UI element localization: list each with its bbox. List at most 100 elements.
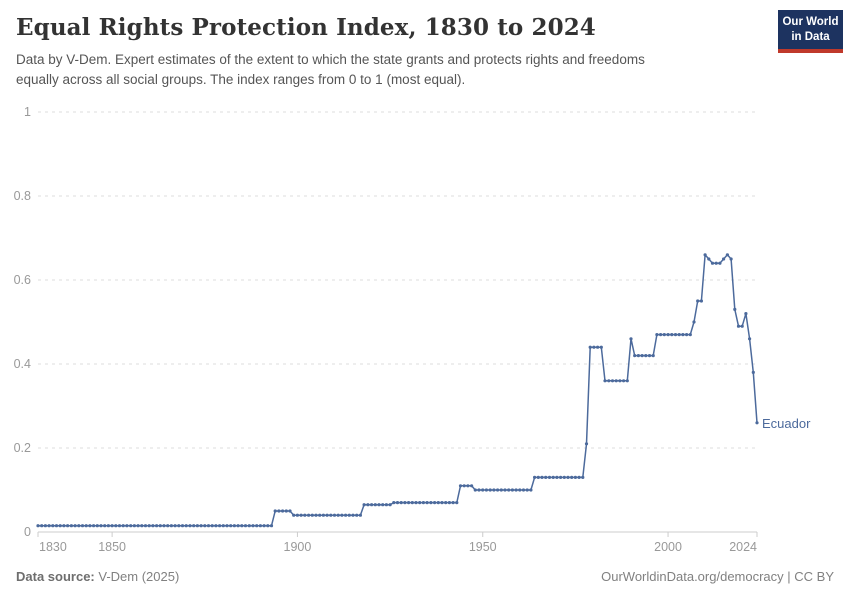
data-point[interactable] [362, 503, 366, 507]
data-point[interactable] [325, 513, 329, 517]
data-point[interactable] [714, 261, 718, 265]
data-point[interactable] [425, 501, 429, 505]
data-point[interactable] [284, 509, 288, 513]
data-point[interactable] [351, 513, 355, 517]
data-point[interactable] [510, 488, 514, 492]
data-point[interactable] [651, 354, 655, 358]
data-point[interactable] [477, 488, 481, 492]
data-point[interactable] [710, 261, 715, 265]
data-point[interactable] [273, 509, 277, 513]
data-point[interactable] [195, 524, 199, 528]
data-point[interactable] [347, 513, 351, 517]
data-point[interactable] [299, 513, 303, 517]
data-point[interactable] [62, 524, 66, 528]
data-point[interactable] [529, 488, 533, 492]
data-point[interactable] [755, 421, 759, 425]
data-point[interactable] [540, 475, 544, 479]
data-point[interactable] [507, 488, 511, 492]
data-point[interactable] [180, 524, 185, 528]
data-point[interactable] [681, 333, 685, 337]
data-point[interactable] [703, 253, 707, 257]
data-point[interactable] [736, 324, 741, 328]
data-point[interactable] [644, 354, 648, 358]
data-point[interactable] [295, 513, 299, 517]
data-point[interactable] [395, 501, 400, 505]
data-point[interactable] [92, 524, 96, 528]
data-point[interactable] [603, 379, 607, 383]
data-point[interactable] [392, 501, 396, 505]
data-point[interactable] [184, 524, 188, 528]
data-point[interactable] [618, 379, 622, 383]
data-line[interactable] [37, 254, 758, 527]
data-point[interactable] [377, 503, 381, 507]
data-point[interactable] [740, 324, 744, 328]
data-point[interactable] [659, 333, 663, 337]
data-point[interactable] [84, 524, 88, 528]
data-point[interactable] [151, 524, 155, 528]
data-point[interactable] [166, 524, 170, 528]
data-point[interactable] [751, 370, 755, 374]
data-point[interactable] [240, 524, 244, 528]
data-point[interactable] [51, 524, 55, 528]
data-point[interactable] [114, 524, 118, 528]
data-point[interactable] [488, 488, 492, 492]
data-point[interactable] [117, 524, 122, 528]
data-point[interactable] [177, 524, 181, 528]
data-point[interactable] [77, 524, 81, 528]
attribution[interactable]: OurWorldinData.org/democracy | CC BY [601, 569, 834, 584]
data-point[interactable] [36, 524, 40, 528]
data-point[interactable] [533, 475, 537, 479]
data-point[interactable] [429, 501, 433, 505]
data-point[interactable] [206, 524, 211, 528]
data-point[interactable] [544, 475, 548, 479]
data-point[interactable] [596, 345, 600, 349]
data-point[interactable] [647, 354, 652, 358]
data-point[interactable] [722, 257, 726, 261]
data-point[interactable] [462, 484, 466, 488]
data-point[interactable] [518, 488, 522, 492]
data-point[interactable] [673, 333, 678, 337]
data-point[interactable] [614, 379, 618, 383]
data-point[interactable] [496, 488, 500, 492]
data-point[interactable] [358, 513, 362, 517]
data-point[interactable] [655, 333, 659, 337]
data-point[interactable] [566, 475, 570, 479]
data-point[interactable] [329, 513, 333, 517]
data-point[interactable] [447, 501, 451, 505]
data-point[interactable] [685, 333, 689, 337]
data-point[interactable] [440, 501, 444, 505]
data-point[interactable] [73, 524, 77, 528]
data-point[interactable] [570, 475, 574, 479]
data-point[interactable] [692, 320, 696, 324]
data-point[interactable] [103, 524, 107, 528]
data-point[interactable] [158, 524, 162, 528]
data-point[interactable] [662, 333, 666, 337]
data-point[interactable] [562, 475, 566, 479]
data-point[interactable] [314, 513, 318, 517]
data-point[interactable] [69, 524, 73, 528]
data-point[interactable] [370, 503, 374, 507]
data-point[interactable] [340, 513, 344, 517]
data-point[interactable] [599, 345, 603, 349]
data-point[interactable] [106, 524, 110, 528]
data-point[interactable] [555, 475, 559, 479]
data-point[interactable] [366, 503, 370, 507]
data-point[interactable] [588, 345, 592, 349]
data-point[interactable] [80, 524, 85, 528]
data-point[interactable] [733, 307, 737, 311]
data-point[interactable] [88, 524, 92, 528]
data-point[interactable] [258, 524, 262, 528]
data-point[interactable] [433, 501, 437, 505]
data-point[interactable] [277, 509, 281, 513]
data-point[interactable] [636, 354, 641, 358]
data-point[interactable] [625, 379, 629, 383]
data-point[interactable] [336, 513, 340, 517]
data-point[interactable] [629, 337, 633, 341]
data-point[interactable] [633, 354, 637, 358]
data-point[interactable] [255, 524, 259, 528]
data-point[interactable] [581, 475, 585, 479]
data-point[interactable] [47, 524, 51, 528]
data-point[interactable] [473, 488, 477, 492]
data-point[interactable] [247, 524, 251, 528]
data-point[interactable] [696, 299, 700, 303]
